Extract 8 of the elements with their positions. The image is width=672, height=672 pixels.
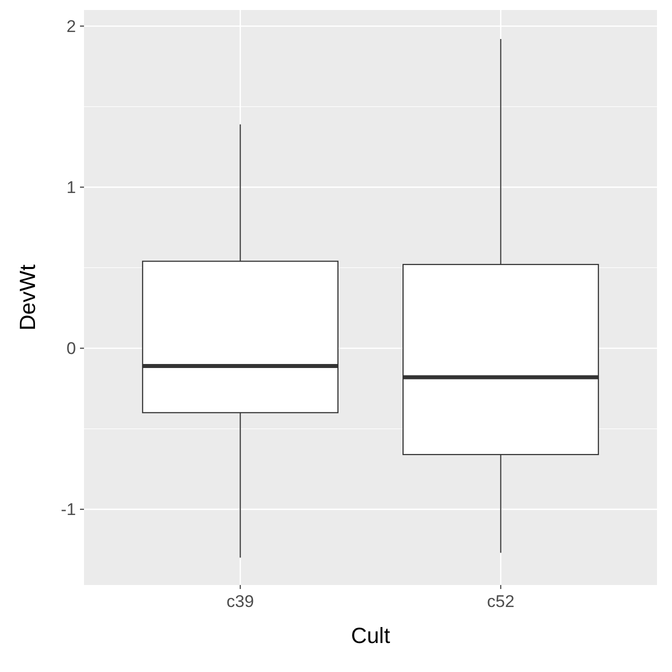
y-tick-label: -1 [60, 500, 76, 520]
y-tick-label: 0 [66, 339, 76, 358]
x-axis-title: Cult [350, 623, 390, 648]
x-tick-label: c39 [226, 592, 254, 611]
y-tick-label: 1 [66, 178, 76, 198]
y-tick-label: 2 [66, 17, 76, 36]
y-axis-title: DevWt [15, 264, 40, 330]
x-tick-label: c52 [487, 592, 514, 611]
